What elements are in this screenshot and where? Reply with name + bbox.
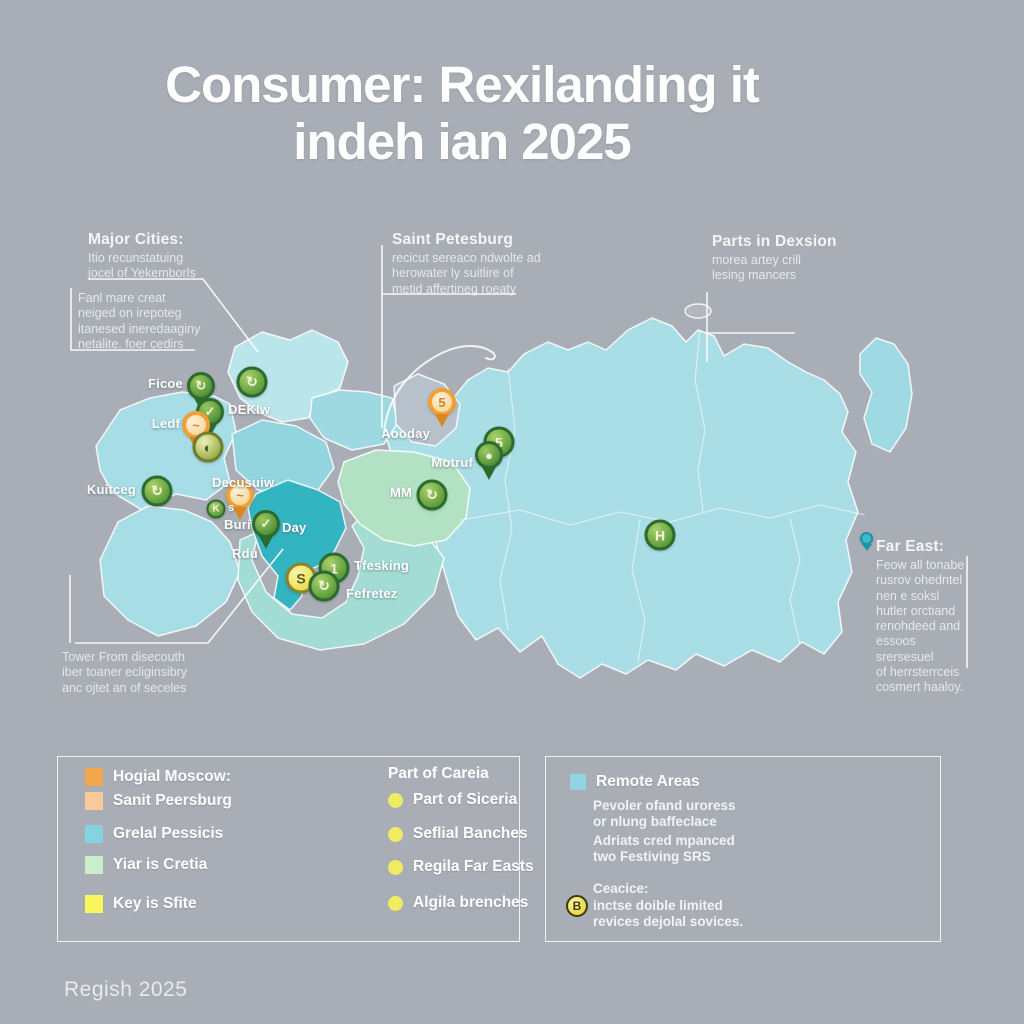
recycle-badge-icon: ↻: [308, 570, 340, 602]
marker-label: s: [228, 502, 235, 514]
map-pin-icon: 5: [427, 388, 457, 428]
annotation-major-cities: Major Cities: Itio recunstatuing jocel o…: [88, 231, 196, 281]
region-volga-green: [337, 449, 471, 547]
marker-label: Tfesking: [354, 558, 410, 573]
recycle-badge-icon: ↻: [416, 479, 448, 511]
legend-dot-icon: [388, 895, 403, 911]
title-line-2: indeh ian 2025: [293, 113, 631, 171]
legend-dot-icon: [388, 792, 403, 808]
region-kamchatka: [859, 337, 913, 453]
legend-swatch-yellow: [85, 895, 103, 913]
hospital-badge-icon: H: [644, 519, 676, 551]
annotation-far-east: Far East: Feow all tonabe rusrov ohednte…: [876, 538, 965, 694]
region-southwest: [99, 505, 241, 637]
legend-item: Remote Areas: [570, 773, 700, 791]
map-pin-icon: ~: [225, 481, 255, 521]
island: [684, 303, 712, 319]
legend-item: Grelal Pessicis: [85, 825, 223, 843]
remote-note-line: Pevoler ofand uroress: [593, 798, 736, 813]
legend-dot-icon: [388, 859, 403, 875]
legend-dot-icon: [388, 826, 403, 842]
remote-note-line: two Festiving SRS: [593, 849, 711, 864]
legend-branches-header: Part of Careia: [388, 765, 489, 782]
recycle-badge-icon: ↻: [141, 475, 173, 507]
map-pin-icon: ✓: [251, 510, 281, 550]
legend-item: Seflial Banches: [388, 825, 528, 843]
legend-swatch-cyan: [85, 825, 103, 843]
legend-item: Sanit Peersburg: [85, 792, 232, 810]
region-borders: [459, 329, 866, 663]
callout-lines: [69, 245, 968, 668]
clock-badge-icon: ◐: [192, 431, 224, 463]
marker-label: MM: [389, 485, 412, 500]
legend-box-left: Hogial Moscow: Sanit Peersburg Grelal Pe…: [57, 756, 534, 942]
badge-icon: B: [566, 895, 588, 917]
marker-label: Kuitceg: [86, 482, 136, 497]
recycle-badge-icon: ↻: [236, 366, 268, 398]
small-teal-pin-icon: [860, 532, 874, 551]
region-center-north: [309, 389, 399, 451]
marker-sublabel: Rdu: [232, 546, 258, 561]
marker-label: Decusuiw: [212, 475, 275, 490]
page-title: Consumer: Rexilanding it indeh ian 2025: [92, 56, 832, 170]
legend-item: Hogial Moscow:: [85, 768, 231, 786]
title-line-1: Consumer: Rexilanding it: [165, 56, 760, 113]
small-badge-icon: K: [206, 499, 226, 519]
badge-note-line: inctse doible limited: [593, 898, 723, 913]
marker-label: Motruf: [431, 455, 473, 470]
marker-label: DEKIw: [228, 402, 271, 417]
legend-item: Yiar is Cretia: [85, 856, 207, 874]
badge-note-line: revices dejolal sovices.: [593, 914, 744, 929]
legend-box-right: Remote Areas Pevoler ofand uroress or nl…: [545, 756, 941, 942]
map-pin-icon: ●: [474, 441, 504, 481]
footer-source-text: Regish 2025: [64, 978, 188, 1001]
legend-swatch-orange: [85, 768, 103, 786]
marker-label: Aooday: [381, 426, 430, 441]
marker-label: Ficoe: [148, 376, 183, 391]
remote-note-line: or nlung baffeclace: [593, 814, 717, 829]
peninsula-arc: [383, 345, 496, 433]
marker-label: Day: [282, 520, 307, 535]
annotation-saint-petersburg: Saint Petesburg recicut sereaco ndwolte …: [392, 231, 541, 296]
region-siberia-far-east: [385, 317, 859, 679]
annotation-west-note: Fanl mare creat neiged on irepoteg itane…: [78, 291, 201, 351]
remote-note-line: Adriats cred mpanced: [593, 833, 735, 848]
legend-item: Regila Far Easts: [388, 858, 534, 876]
legend-swatch-peach: [85, 792, 103, 810]
legend-swatch-green: [85, 856, 103, 874]
legend-item: Part of Siceria: [388, 791, 517, 809]
marker-label: Ledf: [151, 416, 180, 431]
annotation-parts-in-decision: Parts in Dexsion morea artey crill lesin…: [712, 233, 837, 283]
region-center: [231, 419, 335, 497]
legend-swatch-remote: [570, 774, 586, 790]
badge-title: Ceacice:: [593, 881, 649, 896]
legend-item: Algila brenches: [388, 894, 528, 912]
legend-item: Key is Sfite: [85, 895, 197, 913]
marker-label: Fefretez: [346, 586, 398, 601]
annotation-south-note: Tower From disecouth iber toaner ecligin…: [62, 650, 188, 695]
